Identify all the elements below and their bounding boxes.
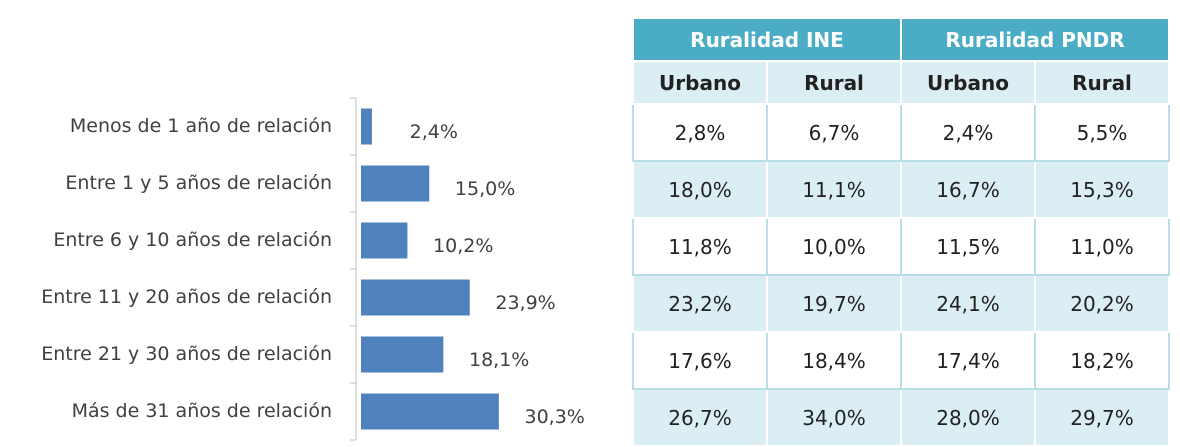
table-row: 2,8% 6,7% 2,4% 5,5% [632,103,1170,162]
table-cell: 2,4% [900,103,1036,162]
table-row: 11,8% 10,0% 11,5% 11,0% [632,217,1170,276]
table-cell: 5,5% [1034,103,1170,162]
table-cell: Urbano [900,60,1036,105]
table-cell: Rural [766,60,902,105]
table-row: 18,0% 11,1% 16,7% 15,3% [632,160,1170,219]
chart: Menos de 1 año de relación 2,4% Entre 1 y … [41,97,585,441]
table-row: 26,7% 34,0% 28,0% 29,7% [632,388,1170,447]
table-cell: 2,8% [632,103,768,162]
table-cell: Ruralidad PNDR [900,17,1170,62]
table-cell: 18,4% [766,331,902,390]
table-cell: 23,2% [632,274,768,333]
table-cell: 11,5% [900,217,1036,276]
table-cell: 10,0% [766,217,902,276]
table-cell: 24,1% [900,274,1036,333]
bar [361,222,408,259]
table-cell: 20,2% [1034,274,1170,333]
value-label: 15,0% [455,178,515,200]
value-label: 18,1% [469,349,529,371]
value-label: 10,2% [433,235,493,257]
bar [361,108,372,145]
bar [361,336,444,373]
table-cell: 15,3% [1034,160,1170,219]
table-cell: Ruralidad INE [632,17,902,62]
category-label: Entre 1 y 5 años de relación [65,172,332,194]
table-cell: 6,7% [766,103,902,162]
category-label: Entre 21 y 30 años de relación [41,343,332,365]
table-cell: 17,4% [900,331,1036,390]
category-label: Menos de 1 año de relación [70,115,332,137]
table-cell: 17,6% [632,331,768,390]
table-cell: 28,0% [900,388,1036,447]
table-cell: 16,7% [900,160,1036,219]
table-cell: 18,2% [1034,331,1170,390]
value-label: 23,9% [495,292,555,314]
table-row: 23,2% 19,7% 24,1% 20,2% [632,274,1170,333]
table-cell: 18,0% [632,160,768,219]
data-table: Ruralidad INE Ruralidad PNDR Urbano Rural Ur… [632,17,1170,447]
table-cell: 19,7% [766,274,902,333]
table-cell: 11,0% [1034,217,1170,276]
bar [361,393,499,430]
table-row: 17,6% 18,4% 17,4% 18,2% [632,331,1170,390]
table-cell: Rural [1034,60,1170,105]
table-cell: 11,8% [632,217,768,276]
bar [361,279,470,316]
table-cell: 26,7% [632,388,768,447]
value-label: 2,4% [410,121,458,143]
table-row: Ruralidad INE Ruralidad PNDR [632,17,1170,62]
bar [361,165,430,202]
table-row: Urbano Rural Urbano Rural [632,60,1170,105]
value-label: 30,3% [525,406,585,428]
category-label: Más de 31 años de relación [72,400,332,422]
table-cell: Urbano [632,60,768,105]
category-label: Entre 11 y 20 años de relación [41,286,332,308]
category-label: Entre 6 y 10 años de relación [53,229,332,251]
table-cell: 34,0% [766,388,902,447]
table-cell: 29,7% [1034,388,1170,447]
table-cell: 11,1% [766,160,902,219]
